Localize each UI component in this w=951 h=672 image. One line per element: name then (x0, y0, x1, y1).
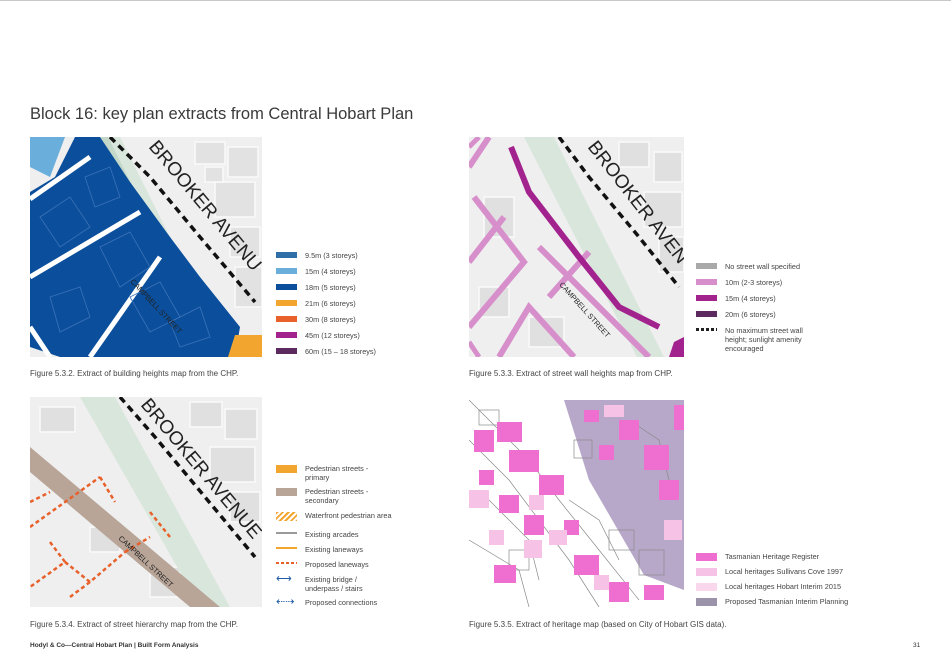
legend-label: 15m (4 storeys) (305, 267, 356, 276)
legend-label: No street wall specified (725, 262, 801, 271)
legend-item: Pedestrian streets - secondary (276, 487, 386, 505)
legend-item: ⟷ Existing bridge / underpass / stairs (276, 573, 386, 594)
legend-label: Local heritages Sullivans Cove 1997 (725, 567, 844, 576)
legend-swatch (276, 268, 297, 274)
legend-label: Waterfront pedestrian area (305, 511, 392, 520)
figure-caption: Figure 5.3.5. Extract of heritage map (b… (469, 620, 727, 629)
legend-swatch (696, 279, 717, 285)
legend-item: Proposed Tasmanian Interim Planning (696, 597, 848, 606)
street-hierarchy-map: BROOKER AVENUE CAMPBELL STREET (30, 397, 262, 607)
page-footer: Hodyl & Co—Central Hobart Plan | Built F… (30, 642, 199, 649)
legend-item: 21m (6 storeys) (276, 299, 356, 308)
legend-item: ⇠⇢ Proposed connections (276, 596, 378, 608)
legend-item: Existing laneways (276, 545, 363, 554)
legend-item: 45m (12 storeys) (276, 331, 360, 340)
dashed-arrow-icon: ⇠⇢ (276, 596, 295, 608)
legend-label: 45m (12 storeys) (305, 331, 360, 340)
legend-swatch (276, 300, 297, 306)
building-heights-legend: 9.5m (3 storeys) 15m (4 storeys) 18m (5 … (276, 251, 446, 361)
legend-item: 9.5m (3 storeys) (276, 251, 358, 260)
legend-item: 10m (2-3 storeys) (696, 278, 782, 287)
legend-item: 15m (4 storeys) (696, 294, 776, 303)
legend-label: Proposed Tasmanian Interim Planning (725, 597, 849, 606)
legend-swatch (276, 284, 297, 290)
legend-swatch (276, 530, 297, 536)
legend-swatch (276, 316, 297, 322)
heritage-map (469, 400, 684, 607)
legend-item: Tasmanian Heritage Register (696, 552, 819, 561)
legend-swatch (696, 326, 717, 332)
legend-swatch (696, 311, 717, 317)
figure-caption: Figure 5.3.4. Extract of street hierarch… (30, 620, 238, 629)
legend-label: Existing bridge / underpass / stairs (305, 575, 363, 593)
legend-swatch (696, 263, 717, 269)
legend-swatch (276, 560, 297, 566)
legend-swatch (276, 252, 297, 258)
top-rule (0, 0, 951, 1)
legend-label: Local heritages Hobart Interim 2015 (725, 582, 842, 591)
legend-label: Existing laneways (305, 545, 363, 554)
legend-item: 18m (5 storeys) (276, 283, 356, 292)
legend-label: 15m (4 storeys) (725, 294, 776, 303)
legend-label: 18m (5 storeys) (305, 283, 356, 292)
legend-item: Local heritages Hobart Interim 2015 (696, 582, 841, 591)
legend-swatch (696, 598, 717, 606)
street-hierarchy-legend: Pedestrian streets - primary Pedestrian … (276, 464, 416, 609)
legend-swatch (276, 332, 297, 338)
legend-swatch (276, 512, 297, 521)
legend-item: 60m (15 – 18 storeys) (276, 347, 376, 356)
page-title: Block 16: key plan extracts from Central… (30, 105, 414, 123)
legend-label: 21m (6 storeys) (305, 299, 356, 308)
legend-swatch (276, 348, 297, 354)
legend-label: Proposed connections (305, 598, 378, 607)
legend-swatch (696, 553, 717, 561)
legend-item: No street wall specified (696, 262, 800, 271)
legend-label: 30m (8 storeys) (305, 315, 356, 324)
street-wall-heights-map: BROOKER AVEN CAMPBELL STREET (469, 137, 684, 357)
building-heights-map: BROOKER AVENU CAMPBELL STREET (30, 137, 262, 357)
legend-swatch (696, 568, 717, 576)
legend-item: Existing arcades (276, 530, 359, 539)
legend-item: Waterfront pedestrian area (276, 511, 392, 521)
arrow-both-icon: ⟷ (276, 573, 292, 585)
legend-label: Pedestrian streets - secondary (305, 487, 369, 505)
legend-item: Pedestrian streets - primary (276, 464, 386, 482)
page-number: 31 (913, 642, 921, 649)
figure-caption: Figure 5.3.2. Extract of building height… (30, 369, 239, 378)
heritage-legend: Tasmanian Heritage Register Local herita… (696, 552, 866, 607)
legend-label: No maximum street wall height; sunlight … (725, 326, 803, 353)
legend-item: Proposed laneways (276, 560, 369, 569)
legend-label: 10m (2-3 storeys) (725, 278, 783, 287)
legend-item: 30m (8 storeys) (276, 315, 356, 324)
legend-label: Tasmanian Heritage Register (725, 552, 820, 561)
legend-swatch (696, 295, 717, 301)
legend-label: Pedestrian streets - primary (305, 464, 369, 482)
legend-label: 20m (6 storeys) (725, 310, 776, 319)
legend-item: 20m (6 storeys) (696, 310, 776, 319)
legend-label: 9.5m (3 storeys) (305, 251, 358, 260)
figure-caption: Figure 5.3.3. Extract of street wall hei… (469, 369, 673, 378)
legend-swatch (276, 545, 297, 551)
legend-label: 60m (15 – 18 storeys) (305, 347, 376, 356)
legend-item: No maximum street wall height; sunlight … (696, 326, 821, 353)
legend-item: 15m (4 storeys) (276, 267, 356, 276)
legend-label: Proposed laneways (305, 560, 369, 569)
legend-swatch (696, 583, 717, 591)
street-wall-legend: No street wall specified 10m (2-3 storey… (696, 262, 836, 362)
legend-label: Existing arcades (305, 530, 359, 539)
legend-swatch (276, 465, 297, 473)
legend-swatch (276, 488, 297, 496)
legend-item: Local heritages Sullivans Cove 1997 (696, 567, 843, 576)
